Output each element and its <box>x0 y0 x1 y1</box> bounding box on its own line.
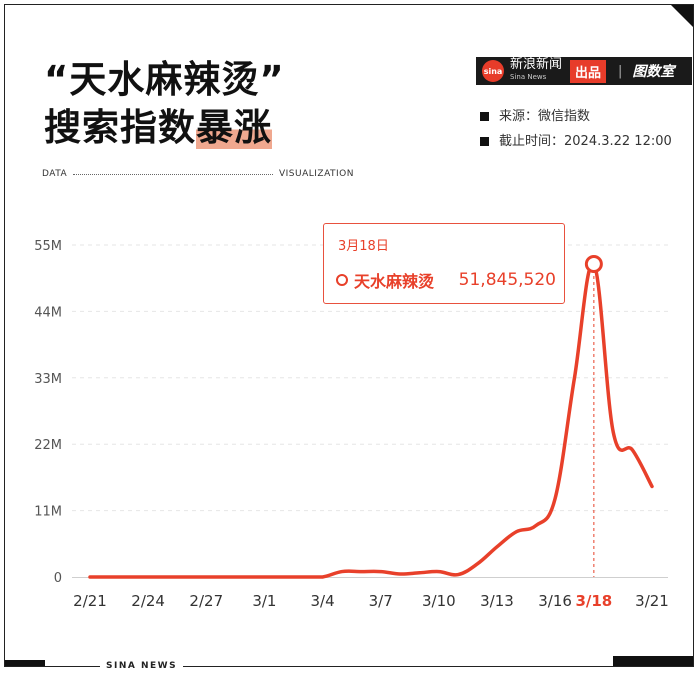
y-tick-label: 33M <box>34 372 62 387</box>
brand-banner: sina 新浪新闻 Sina News 出品 | 图数室 <box>476 57 692 85</box>
x-tick-label: 3/10 <box>422 592 456 610</box>
x-tick-label: 3/1 <box>252 592 276 610</box>
page-title: “天水麻辣烫” 搜索指数暴涨 <box>44 56 285 152</box>
y-tick-label: 0 <box>54 571 62 586</box>
tagline-right: VISUALIZATION <box>278 169 354 179</box>
square-bullet-icon <box>480 112 489 121</box>
tooltip-value: 51,845,520 <box>458 270 556 290</box>
source-row: 来源：微信指数 <box>480 104 672 129</box>
y-tick-label: 44M <box>34 305 62 320</box>
tooltip-series: 天水麻辣烫 <box>354 272 435 291</box>
cutoff-row: 截止时间：2024.3.22 12:00 <box>480 129 672 154</box>
x-tick-label: 3/4 <box>310 592 334 610</box>
x-tick-label: 3/16 <box>538 592 572 610</box>
tooltip-row: 天水麻辣烫 51,845,520 <box>336 268 556 292</box>
sina-logo-icon: sina <box>482 60 504 82</box>
tagline-left: DATA <box>42 169 68 179</box>
circle-marker-icon <box>336 274 348 286</box>
x-tick-label: 3/7 <box>369 592 393 610</box>
source-text: 来源：微信指数 <box>499 109 591 124</box>
x-tick-label: 2/21 <box>73 592 107 610</box>
brand-separator: | <box>618 63 623 79</box>
highlight-point <box>584 255 603 274</box>
corner-decoration <box>671 5 693 27</box>
tooltip-date: 3月18日 <box>338 239 389 254</box>
cutoff-text: 截止时间：2024.3.22 12:00 <box>499 134 672 149</box>
footer-label: SINA NEWS <box>100 661 184 671</box>
x-tick-label: 2/24 <box>131 592 165 610</box>
x-tick-label: 2/27 <box>189 592 223 610</box>
meta-info: 来源：微信指数 截止时间：2024.3.22 12:00 <box>480 104 672 154</box>
tagline: DATA VISUALIZATION <box>42 169 354 179</box>
title-highlight: 暴涨 <box>196 106 272 149</box>
brand-name: 新浪新闻 Sina News <box>510 57 563 83</box>
title-line-1: “天水麻辣烫” <box>44 58 285 101</box>
square-bullet-icon <box>480 137 489 146</box>
corner-decoration <box>613 656 693 666</box>
y-tick-label: 22M <box>34 438 62 453</box>
studio-logo: 图数室 <box>632 64 675 80</box>
series-layer <box>88 255 654 579</box>
title-plain: 搜索指数 <box>44 106 196 149</box>
chart-frame <box>4 4 694 667</box>
brand-name-cn: 新浪新闻 <box>510 57 563 72</box>
series-line <box>88 261 654 579</box>
brand-badge: 出品 <box>570 59 607 83</box>
x-tick-label: 3/18 <box>575 592 612 610</box>
tooltip: 3月18日 天水麻辣烫 51,845,520 <box>323 223 565 304</box>
title-line-2: 搜索指数暴涨 <box>44 104 285 152</box>
brand-name-en: Sina News <box>510 73 547 81</box>
corner-decoration <box>5 660 45 666</box>
y-tick-label: 55M <box>34 239 62 254</box>
x-tick-label: 3/21 <box>635 592 669 610</box>
x-tick-label: 3/13 <box>480 592 514 610</box>
tagline-divider <box>73 173 273 175</box>
y-tick-label: 11M <box>34 505 62 520</box>
